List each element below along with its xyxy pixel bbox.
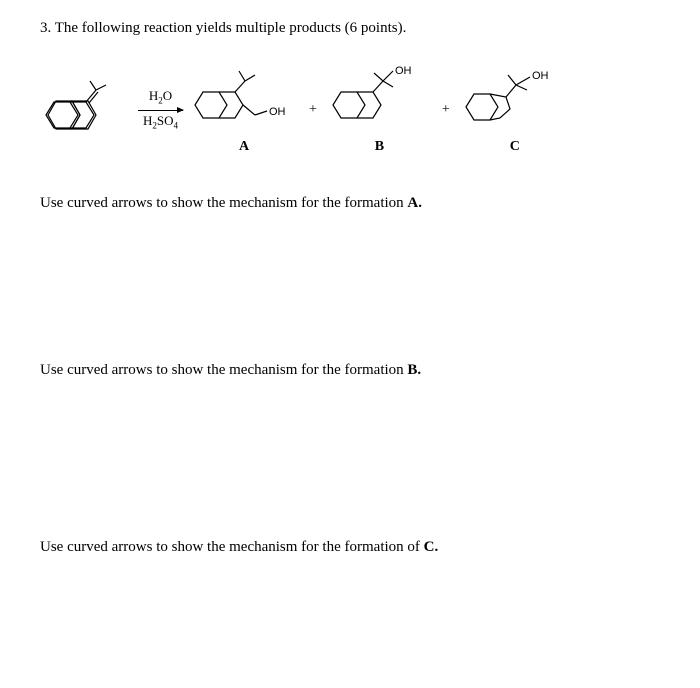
- label-a: A: [239, 139, 249, 155]
- oh-label-a: OH: [269, 106, 286, 118]
- product-b: OH B: [327, 65, 432, 155]
- reagent-bottom: H2SO4: [143, 113, 178, 132]
- question-text: 3. The following reaction yields multipl…: [40, 20, 660, 37]
- reaction-scheme: H2O H2SO4 OH A +: [40, 65, 660, 155]
- reagent-top: H2O: [149, 88, 172, 107]
- product-a: OH A: [189, 65, 299, 155]
- prompt-b: Use curved arrows to show the mechanism …: [40, 362, 660, 379]
- plus-2: +: [438, 102, 454, 118]
- label-b: B: [375, 139, 384, 155]
- prompt-a: Use curved arrows to show the mechanism …: [40, 195, 660, 212]
- starting-material: [40, 75, 132, 145]
- oh-label-c: OH: [532, 70, 549, 82]
- oh-label-b: OH: [395, 65, 412, 77]
- reaction-arrow: H2O H2SO4: [138, 88, 183, 132]
- product-c: OH C: [460, 65, 570, 155]
- prompt-c: Use curved arrows to show the mechanism …: [40, 539, 660, 556]
- plus-1: +: [305, 102, 321, 118]
- arrow: [138, 110, 183, 111]
- label-c: C: [510, 139, 520, 155]
